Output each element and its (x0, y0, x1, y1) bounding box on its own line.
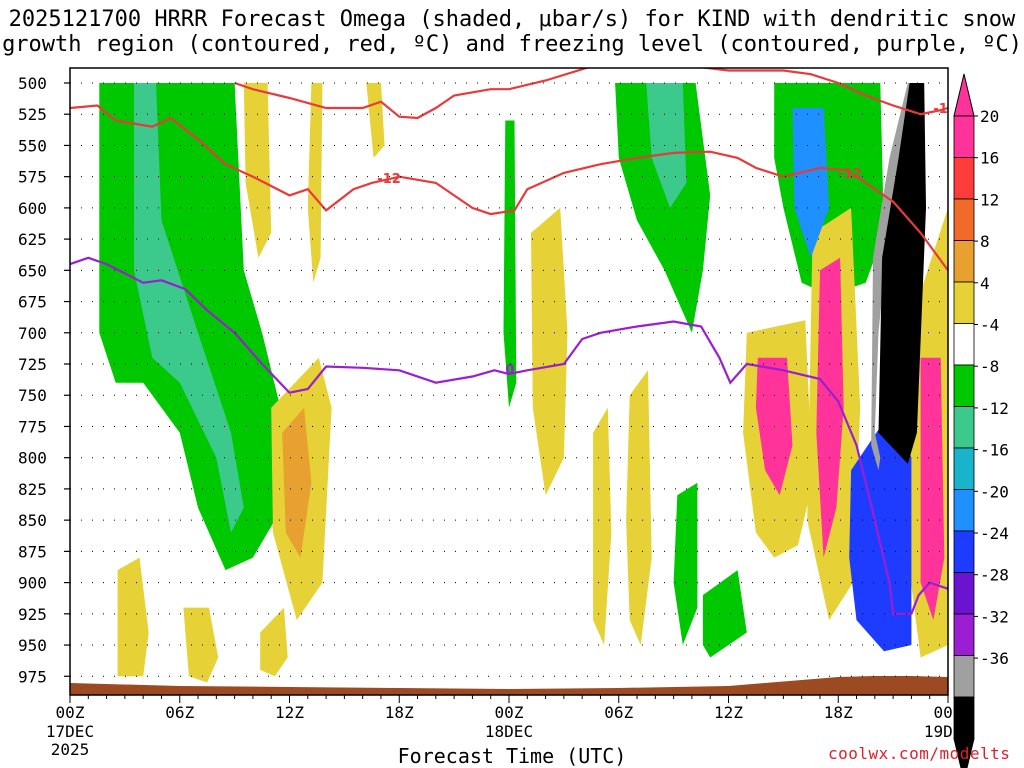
colorbar-segment-7 (953, 406, 975, 449)
y-tick-label-800: 800 (18, 449, 47, 468)
colorbar-label-7: -12 (980, 399, 1009, 418)
y-tick-label-650: 650 (18, 261, 47, 280)
dendritic-contour--18 (234, 68, 948, 120)
colorbar-segment-9 (953, 489, 975, 532)
colorbar-segment-2 (953, 198, 975, 241)
y-tick-label-525: 525 (18, 105, 47, 124)
omega-region-mid-blue (792, 108, 830, 258)
y-tick-label-775: 775 (18, 417, 47, 436)
y-tick-label-575: 575 (18, 168, 47, 187)
colorbar-segment-1 (953, 157, 975, 200)
y-tick-label-500: 500 (18, 74, 47, 93)
colorbar-label-11: -28 (980, 566, 1009, 585)
x-axis-label: Forecast Time (UTC) (397, 744, 627, 768)
omega-region-yellow-early-01z (117, 557, 149, 677)
credit-text: coolwx.com/modelts (828, 744, 1011, 763)
omega-region-orange-12z (282, 407, 312, 558)
y-tick-label-750: 750 (18, 386, 47, 405)
x-tick-label-2: 12Z (275, 703, 304, 722)
x-tick-label-3: 18Z (385, 703, 414, 722)
y-tick-label-675: 675 (18, 293, 47, 312)
y-tick-label-975: 975 (18, 667, 47, 686)
omega-region-black-core (878, 83, 926, 464)
omega-region-yellow-04z (593, 407, 612, 645)
y-tick-label-900: 900 (18, 574, 47, 593)
colorbar-label-5: -4 (980, 316, 999, 335)
omega-region-yellow-early-10z (260, 607, 288, 677)
omega-region-early-teal (134, 83, 244, 533)
omega-region-pink-pos-20z (816, 257, 844, 558)
x-tick-label-6: 12Z (714, 703, 743, 722)
colorbar-bottom-triangle (953, 738, 975, 768)
y-tick-label-725: 725 (18, 355, 47, 374)
colorbar-segment-13 (953, 655, 975, 698)
omega-region-yellow-12z-top (243, 83, 272, 258)
chart-title-line2: growth region (contoured, red, ºC) and f… (2, 32, 1022, 57)
omega-region-yellow-early-07z (183, 607, 219, 683)
omega-region-grey-edge (871, 83, 916, 471)
colorbar-top-triangle (953, 73, 975, 117)
colorbar-label-2: 12 (980, 190, 999, 209)
x-tick-label-5: 06Z (604, 703, 633, 722)
omega-region-yellow-08z-lower (626, 370, 652, 645)
colorbar-segment-10 (953, 530, 975, 573)
x-tick-year-0: 2025 (51, 740, 90, 759)
omega-region-pink-pos-23z (920, 357, 945, 621)
colorbar-label-0: 20 (980, 107, 999, 126)
omega-region-green-line-00z (503, 120, 517, 408)
omega-region-deep-purple-blue (849, 407, 912, 652)
x-tick-date-4: 18DEC (485, 722, 533, 741)
y-tick-label-550: 550 (18, 136, 47, 155)
colorbar-segment-12 (953, 613, 975, 656)
terrain-ground (70, 676, 948, 695)
colorbar-label-12: -32 (980, 607, 1009, 626)
y-tick-label-950: 950 (18, 636, 47, 655)
x-tick-date-0: 17DEC (46, 722, 94, 741)
x-tick-label-0: 00Z (56, 703, 85, 722)
colorbar-segment-8 (953, 447, 975, 490)
colorbar-segment-0 (953, 115, 975, 158)
colorbar-label-10: -24 (980, 524, 1009, 543)
omega-region-late-teal-upper (646, 83, 687, 208)
colorbar-segment-3 (953, 240, 975, 283)
colorbar-segment-4 (953, 281, 975, 324)
dendritic-contour--12 (70, 104, 948, 271)
contour-label-freezing-0: 0 (505, 363, 514, 378)
contour-label-minus18: -18 (933, 102, 957, 117)
y-tick-label-625: 625 (18, 230, 47, 249)
chart-title-line1: 2025121700 HRRR Forecast Omega (shaded, … (8, 7, 1016, 32)
freezing-level-contour (70, 256, 948, 615)
x-tick-label-1: 06Z (165, 703, 194, 722)
colorbar-label-3: 8 (980, 232, 990, 251)
y-tick-label-700: 700 (18, 324, 47, 343)
colorbar-label-1: 16 (980, 149, 999, 168)
y-tick-label-875: 875 (18, 542, 47, 561)
y-tick-label-600: 600 (18, 199, 47, 218)
y-tick-label-925: 925 (18, 605, 47, 624)
omega-region-lower-right-green (702, 570, 747, 658)
colorbar-label-4: 4 (980, 274, 990, 293)
omega-region-yellow-03z (531, 207, 568, 496)
colorbar-label-13: -36 (980, 649, 1009, 668)
colorbar-segment-14 (953, 696, 975, 739)
colorbar-segment-6 (953, 364, 975, 407)
y-tick-label-850: 850 (18, 511, 47, 530)
omega-region-yellow-14z-top (307, 83, 323, 283)
y-tick-label-825: 825 (18, 480, 47, 499)
colorbar-segment-5 (953, 323, 975, 366)
colorbar-segment-11 (953, 572, 975, 615)
x-tick-label-7: 18Z (824, 703, 853, 722)
colorbar-label-6: -8 (980, 357, 999, 376)
omega-region-lower-green-32z (673, 482, 698, 645)
contour-label-minus12-1: -12 (838, 167, 862, 182)
contour-label-minus12-0: -12 (377, 172, 401, 187)
colorbar-label-9: -20 (980, 482, 1009, 501)
x-tick-label-4: 00Z (495, 703, 524, 722)
colorbar-label-8: -16 (980, 441, 1009, 460)
